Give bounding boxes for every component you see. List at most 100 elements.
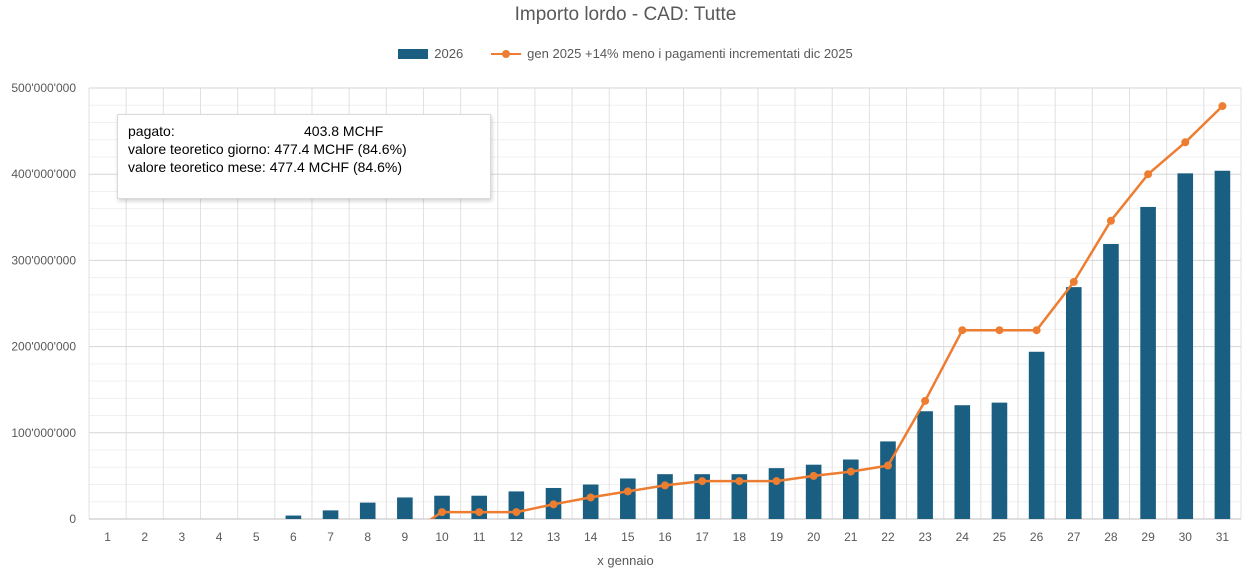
legend-line-swatch	[491, 49, 522, 59]
x-tick-label: 6	[290, 530, 297, 544]
line-marker	[772, 477, 781, 486]
line-marker	[1106, 216, 1115, 225]
x-tick-label: 17	[695, 530, 709, 544]
bar-2026	[1103, 244, 1119, 519]
bar-2026	[768, 468, 785, 519]
line-marker	[883, 461, 892, 470]
info-value-valore-giorno: 477.4 MCHF (84.6%)	[274, 141, 407, 157]
bar-2026	[1214, 170, 1231, 519]
bar-2026	[917, 411, 933, 519]
line-marker	[698, 477, 707, 486]
x-tick-label: 29	[1141, 530, 1155, 544]
line-marker	[475, 508, 484, 517]
bar-2026	[731, 474, 748, 519]
bar-2026	[1065, 287, 1082, 519]
x-tick-label: 1	[104, 530, 111, 544]
info-label-valore-giorno: valore teoretico giorno:	[128, 141, 271, 157]
x-tick-label: 2	[141, 530, 148, 544]
line-marker	[809, 471, 818, 480]
line-marker	[1218, 102, 1227, 111]
legend-item-line[interactable]: gen 2025 +14% meno i pagamenti increment…	[491, 46, 853, 61]
y-tick-label: 100'000'000	[11, 426, 76, 440]
legend-bar-swatch	[398, 48, 429, 59]
x-tick-label: 13	[547, 530, 561, 544]
line-marker	[1032, 326, 1041, 335]
x-tick-label: 5	[253, 530, 260, 544]
x-tick-label: 30	[1179, 530, 1193, 544]
x-tick-label: 21	[844, 530, 858, 544]
bar-2026	[1177, 173, 1194, 519]
bar-2026	[880, 441, 896, 519]
x-tick-label: 16	[658, 530, 672, 544]
bar-2026	[1028, 351, 1045, 519]
y-tick-label: 200'000'000	[11, 340, 76, 354]
line-marker	[438, 508, 447, 517]
info-value-valore-mese: 477.4 MCHF (84.6%)	[269, 159, 403, 175]
legend-label-line: gen 2025 +14% meno i pagamenti increment…	[527, 46, 853, 61]
line-marker	[586, 493, 595, 502]
x-tick-label: 28	[1104, 530, 1118, 544]
line-marker	[846, 467, 855, 476]
x-tick-label: 15	[621, 530, 635, 544]
x-tick-label: 8	[364, 530, 371, 544]
info-label-valore-mese: valore teoretico mese:	[128, 159, 266, 175]
y-tick-label: 300'000'000	[11, 253, 76, 267]
line-marker	[735, 477, 744, 486]
legend-label-bars: 2026	[434, 46, 464, 61]
bar-2026	[582, 484, 599, 519]
info-box: pagato: 403.8 MCHF valore teoretico gior…	[117, 114, 491, 199]
info-row-valore-mese: valore teoretico mese: 477.4 MCHF (84.6%…	[128, 158, 480, 176]
line-marker	[623, 487, 632, 496]
line-marker	[1144, 170, 1153, 179]
chart-title: Importo lordo - CAD: Tutte	[514, 4, 737, 25]
x-tick-label: 7	[327, 530, 334, 544]
bar-2026	[694, 474, 710, 519]
info-value-pagato: 403.8 MCHF	[304, 123, 384, 139]
chart-legend: 2026 gen 2025 +14% meno i pagamenti incr…	[0, 46, 1251, 61]
x-tick-label: 24	[956, 530, 970, 544]
x-tick-label: 26	[1030, 530, 1044, 544]
line-marker	[549, 500, 558, 509]
x-tick-label: 19	[770, 530, 784, 544]
bar-2026	[843, 459, 859, 519]
bar-2026	[359, 502, 376, 519]
bar-2026	[285, 515, 302, 519]
x-tick-label: 9	[402, 530, 409, 544]
x-tick-label: 23	[918, 530, 932, 544]
x-tick-label: 12	[510, 530, 524, 544]
line-marker	[1181, 138, 1190, 147]
y-tick-label: 400'000'000	[11, 167, 76, 181]
bar-2026	[1140, 206, 1156, 519]
bar-2026	[991, 402, 1008, 519]
x-tick-label: 31	[1216, 530, 1230, 544]
x-tick-label: 25	[993, 530, 1007, 544]
y-tick-label: 500'000'000	[11, 81, 76, 95]
x-tick-label: 14	[584, 530, 598, 544]
bar-2026	[657, 474, 673, 519]
line-marker	[958, 326, 967, 335]
bar-2026	[954, 405, 971, 519]
line-marker	[1069, 277, 1078, 286]
y-tick-label: 0	[69, 512, 76, 526]
x-tick-label: 3	[179, 530, 186, 544]
bar-2026	[322, 510, 339, 519]
x-tick-label: 20	[807, 530, 821, 544]
bar-2026	[805, 464, 822, 519]
x-tick-label: 22	[881, 530, 895, 544]
bar-2026	[620, 478, 636, 519]
info-row-pagato: pagato: 403.8 MCHF	[128, 122, 480, 140]
x-tick-label: 4	[216, 530, 223, 544]
line-marker	[921, 396, 930, 405]
line-marker	[995, 326, 1004, 335]
x-tick-label: 10	[435, 530, 449, 544]
legend-item-bars[interactable]: 2026	[398, 46, 463, 61]
x-tick-label: 11	[473, 530, 486, 544]
line-marker	[661, 481, 669, 490]
x-tick-label: 18	[733, 530, 747, 544]
x-axis-title: x gennaio	[597, 553, 654, 568]
line-marker	[512, 508, 521, 517]
info-label-pagato: pagato:	[128, 123, 175, 139]
info-row-valore-giorno: valore teoretico giorno: 477.4 MCHF (84.…	[128, 140, 480, 158]
x-tick-label: 27	[1067, 530, 1081, 544]
